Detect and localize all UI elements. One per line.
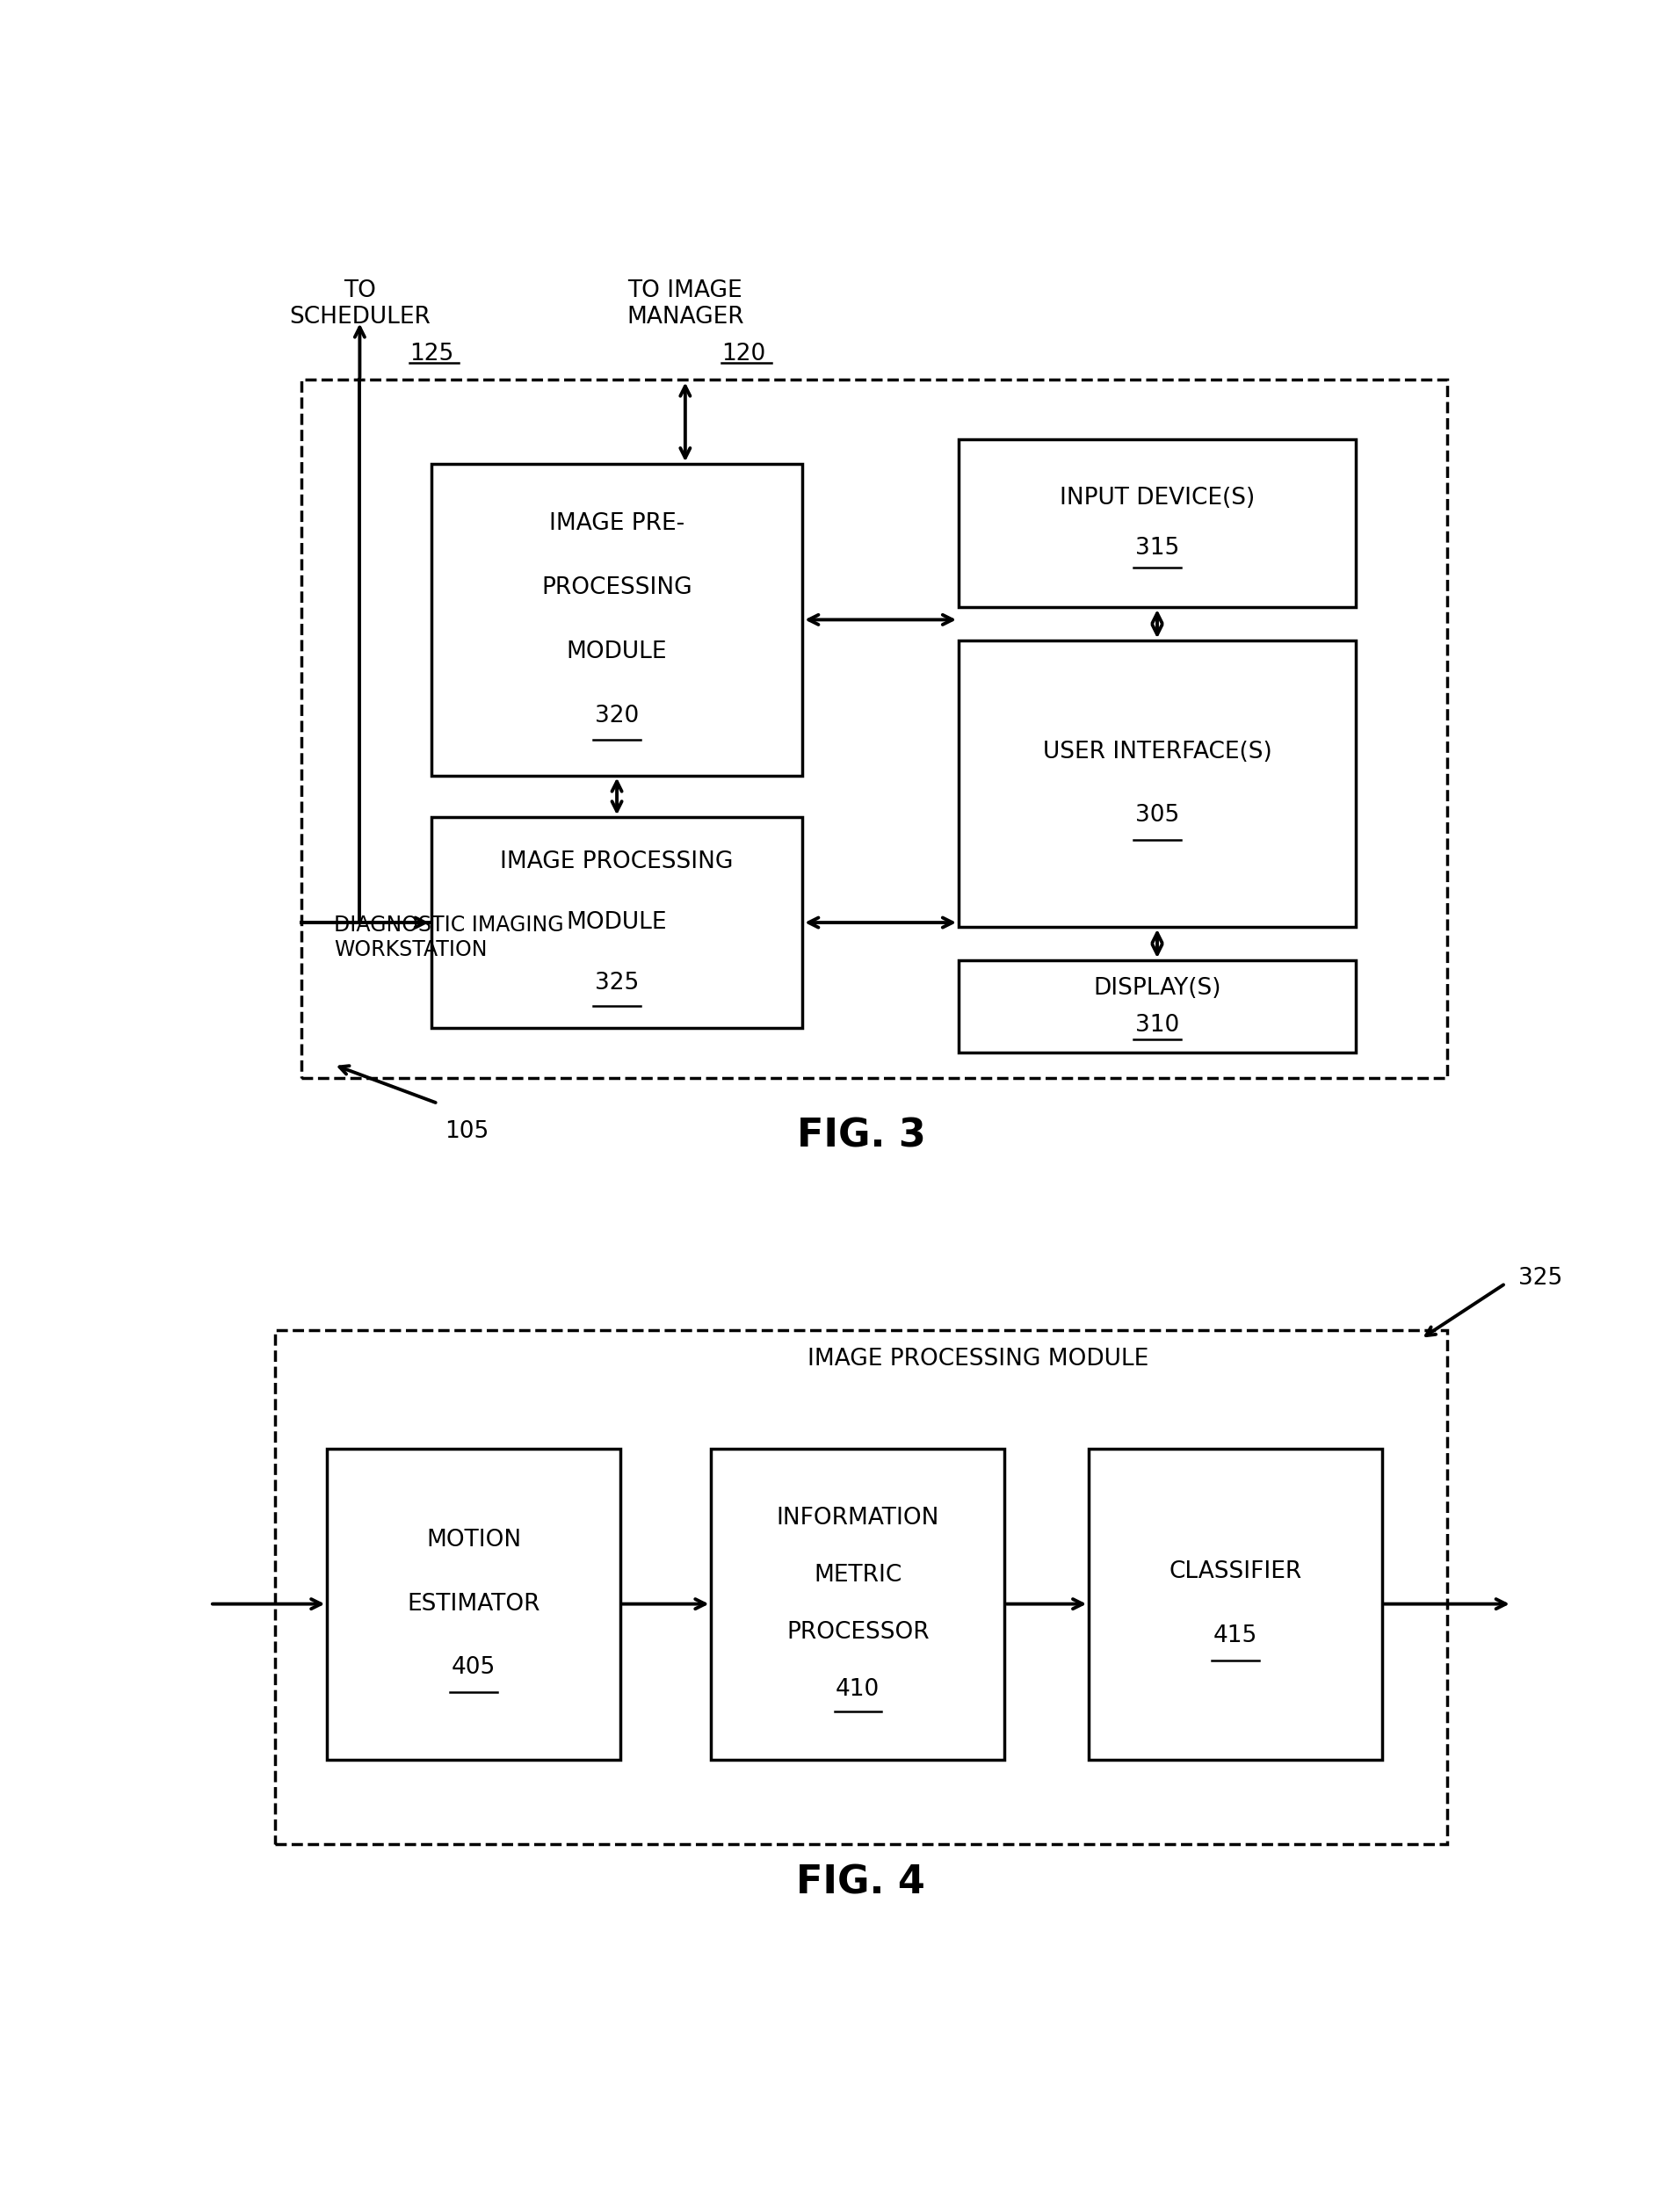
Text: 125: 125 [410,343,454,365]
Text: 325: 325 [595,972,638,994]
Text: FIG. 4: FIG. 4 [796,1864,926,1901]
Text: 405: 405 [452,1656,496,1680]
Text: 120: 120 [722,343,766,365]
Bar [959,961,1356,1053]
Bar [959,439,1356,607]
Text: TO IMAGE
MANAGER: TO IMAGE MANAGER [627,280,744,328]
Bar [301,380,1446,1077]
Bar [432,817,803,1027]
Text: 415: 415 [1213,1623,1257,1647]
Text: DIAGNOSTIC IMAGING
WORKSTATION: DIAGNOSTIC IMAGING WORKSTATION [334,916,563,961]
Text: IMAGE PROCESSING MODULE: IMAGE PROCESSING MODULE [808,1348,1149,1370]
Text: IMAGE PROCESSING: IMAGE PROCESSING [501,850,734,874]
Text: 410: 410 [835,1678,880,1702]
Text: IMAGE PRE-: IMAGE PRE- [549,513,684,535]
Bar [711,1449,1005,1759]
Text: MOTION: MOTION [427,1530,521,1551]
Text: 325: 325 [1519,1267,1562,1289]
Text: MODULE: MODULE [566,640,667,662]
Text: METRIC: METRIC [813,1564,902,1586]
Text: PROCESSING: PROCESSING [541,577,692,599]
Bar [1089,1449,1381,1759]
Text: 305: 305 [1136,804,1179,828]
Text: CLASSIFIER: CLASSIFIER [1169,1560,1302,1584]
Text: PROCESSOR: PROCESSOR [786,1621,929,1643]
Text: 310: 310 [1136,1014,1179,1036]
Bar [276,1331,1446,1844]
Text: MODULE: MODULE [566,911,667,933]
Text: TO
SCHEDULER: TO SCHEDULER [289,280,430,328]
Text: ESTIMATOR: ESTIMATOR [407,1593,541,1615]
Text: INPUT DEVICE(S): INPUT DEVICE(S) [1060,487,1255,509]
Text: 315: 315 [1136,538,1179,559]
Bar [432,463,803,776]
Bar [328,1449,620,1759]
Text: FIG. 3: FIG. 3 [796,1117,926,1154]
Text: DISPLAY(S): DISPLAY(S) [1094,977,1221,999]
Text: 105: 105 [444,1121,489,1143]
Text: INFORMATION: INFORMATION [776,1508,939,1530]
Text: USER INTERFACE(S): USER INTERFACE(S) [1043,741,1272,763]
Bar [959,640,1356,926]
Text: 320: 320 [595,704,638,728]
